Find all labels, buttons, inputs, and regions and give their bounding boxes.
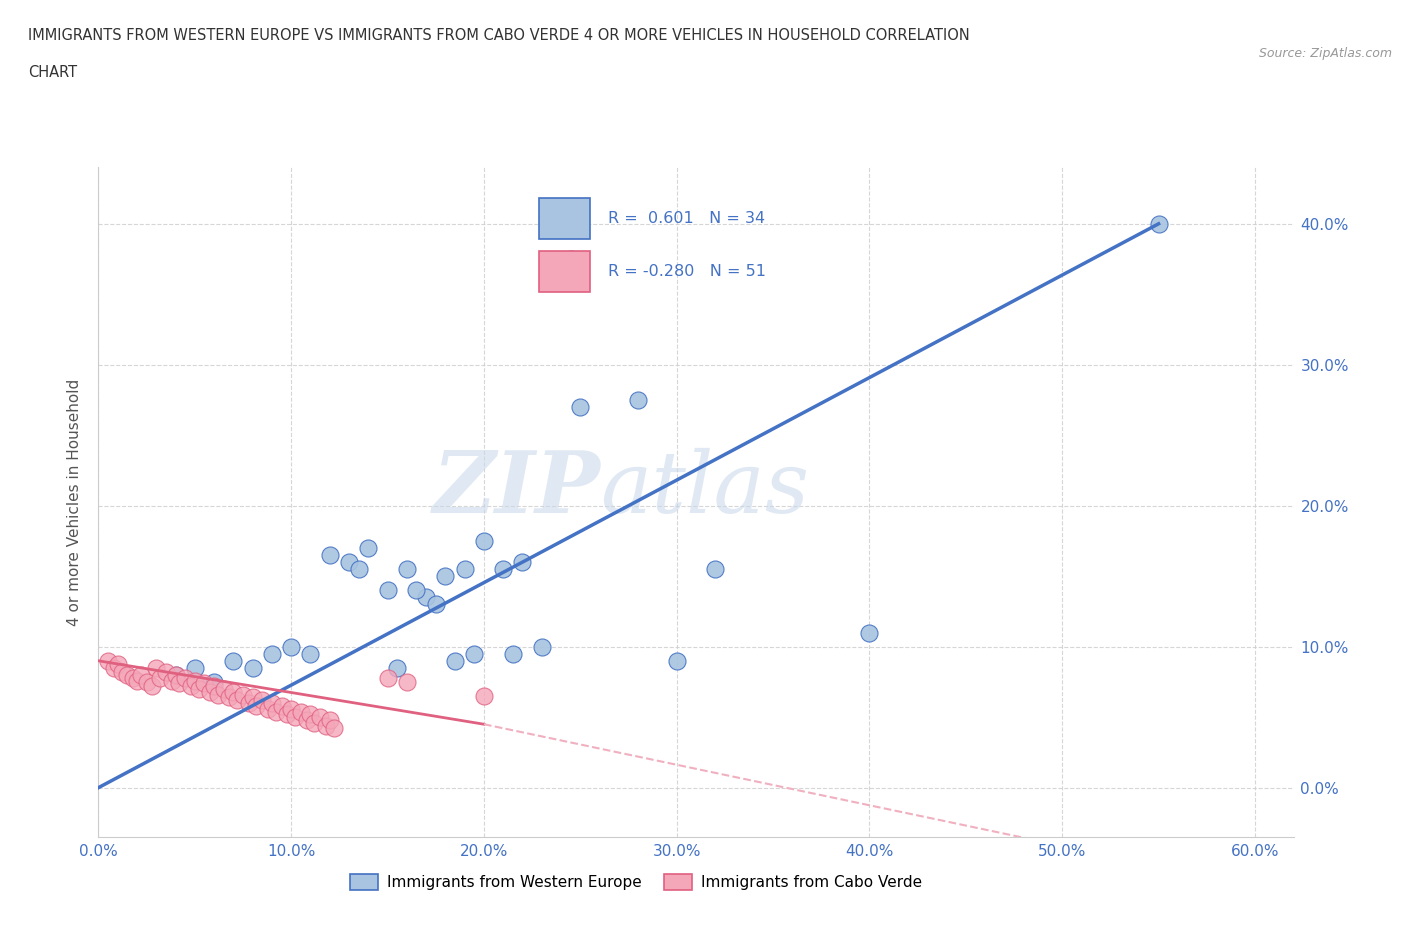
Point xyxy=(319,548,342,563)
Point xyxy=(200,684,222,699)
Point xyxy=(117,668,139,683)
Point xyxy=(472,534,495,549)
Point xyxy=(492,562,515,577)
Point xyxy=(232,687,254,702)
Point xyxy=(184,673,207,688)
Point xyxy=(207,687,229,702)
Point xyxy=(242,660,264,675)
Point xyxy=(357,540,380,555)
Point xyxy=(377,671,399,685)
Point xyxy=(530,639,553,654)
Point xyxy=(187,682,209,697)
Point xyxy=(319,712,342,727)
Point xyxy=(569,400,592,415)
Point xyxy=(122,671,145,685)
Point xyxy=(165,668,187,683)
Point xyxy=(322,721,344,736)
Point xyxy=(309,710,332,724)
Point xyxy=(444,654,467,669)
Point xyxy=(97,654,120,669)
Legend: Immigrants from Western Europe, Immigrants from Cabo Verde: Immigrants from Western Europe, Immigran… xyxy=(344,868,928,897)
Point xyxy=(434,569,457,584)
Point xyxy=(103,660,125,675)
Point xyxy=(180,679,202,694)
Point xyxy=(347,562,370,577)
Point xyxy=(165,668,187,683)
Point xyxy=(193,676,215,691)
Point xyxy=(218,690,240,705)
Point xyxy=(405,583,427,598)
Point xyxy=(257,701,280,716)
Point xyxy=(252,693,274,708)
Text: CHART: CHART xyxy=(28,65,77,80)
Point xyxy=(299,646,322,661)
Point xyxy=(304,715,326,730)
Point xyxy=(395,674,418,689)
Point xyxy=(129,668,152,683)
Point xyxy=(264,704,287,719)
Point xyxy=(315,718,337,733)
Point xyxy=(238,696,260,711)
Point xyxy=(202,674,225,689)
Point xyxy=(415,590,437,604)
Point xyxy=(1147,217,1170,232)
Point xyxy=(110,665,132,680)
Point xyxy=(395,562,418,577)
Point xyxy=(512,554,534,569)
Point xyxy=(222,654,245,669)
Point xyxy=(560,252,582,267)
Point xyxy=(145,660,167,675)
Point xyxy=(425,597,447,612)
Text: IMMIGRANTS FROM WESTERN EUROPE VS IMMIGRANTS FROM CABO VERDE 4 OR MORE VEHICLES : IMMIGRANTS FROM WESTERN EUROPE VS IMMIGR… xyxy=(28,28,970,43)
Point xyxy=(184,660,207,675)
Point xyxy=(202,679,225,694)
Point xyxy=(295,712,318,727)
Point xyxy=(242,690,264,705)
Point xyxy=(169,676,191,691)
Point xyxy=(260,646,283,661)
Point xyxy=(472,688,495,703)
Point xyxy=(502,646,524,661)
Point xyxy=(135,674,157,689)
Point xyxy=(463,646,485,661)
Point xyxy=(290,704,312,719)
Point xyxy=(260,696,283,711)
Point xyxy=(174,671,197,685)
Point xyxy=(222,684,245,699)
Point xyxy=(107,657,129,671)
Point xyxy=(858,625,880,640)
Point xyxy=(245,698,267,713)
Point xyxy=(141,679,163,694)
Point xyxy=(299,707,322,722)
Point xyxy=(665,654,688,669)
Point xyxy=(377,583,399,598)
Y-axis label: 4 or more Vehicles in Household: 4 or more Vehicles in Household xyxy=(66,379,82,626)
Point xyxy=(226,693,249,708)
Point xyxy=(125,673,148,688)
Text: Source: ZipAtlas.com: Source: ZipAtlas.com xyxy=(1258,46,1392,60)
Point xyxy=(627,392,650,407)
Point xyxy=(155,665,177,680)
Point xyxy=(212,682,235,697)
Point xyxy=(160,673,183,688)
Point xyxy=(149,671,172,685)
Point xyxy=(453,562,475,577)
Point xyxy=(704,562,727,577)
Text: atlas: atlas xyxy=(600,447,810,530)
Point xyxy=(280,701,302,716)
Point xyxy=(337,554,360,569)
Point xyxy=(284,710,307,724)
Point xyxy=(280,639,302,654)
Point xyxy=(276,707,298,722)
Point xyxy=(385,660,409,675)
Text: ZIP: ZIP xyxy=(433,447,600,530)
Point xyxy=(270,698,292,713)
